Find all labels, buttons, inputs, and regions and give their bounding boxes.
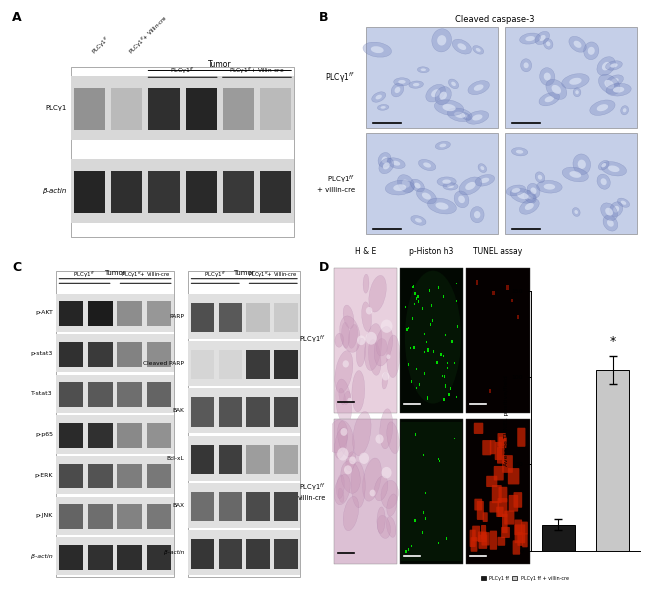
- Text: A: A: [12, 11, 22, 24]
- Text: B: B: [319, 11, 329, 24]
- Text: C: C: [12, 262, 21, 274]
- Text: D: D: [319, 262, 330, 274]
- Text: Cleaved caspase-3: Cleaved caspase-3: [455, 15, 534, 24]
